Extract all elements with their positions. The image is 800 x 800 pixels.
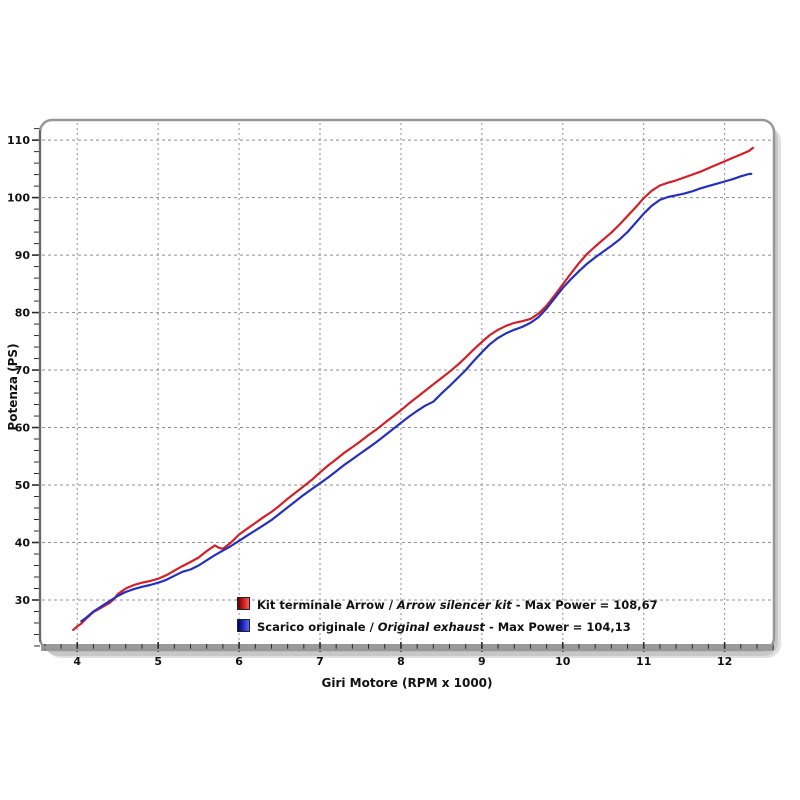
legend-separator: / [369,620,374,634]
x-tick-label: 12 [717,655,732,668]
y-tick-label: 80 [15,307,31,320]
legend-label-it: Kit terminale Arrow [257,598,385,612]
series-line-1 [80,172,753,623]
legend-max-power: - Max Power = 104,13 [488,620,631,634]
x-tick-label: 11 [636,655,651,668]
y-tick-label: 30 [15,594,31,607]
y-tick-label: 50 [15,479,31,492]
x-axis-band [41,644,773,651]
legend-max-power: - Max Power = 108,67 [515,598,658,612]
legend-row-original-exhaust: Scarico originale / Original exhaust - Max … [237,616,658,638]
x-tick-label: 9 [478,655,486,668]
x-tick-label: 7 [316,655,324,668]
series-line-0 [72,146,755,632]
red-series-swatch-icon [237,597,250,610]
legend-separator: / [388,598,393,612]
x-axis-title: Giri Motore (RPM x 1000) [321,676,493,690]
x-tick-label: 6 [235,655,243,668]
legend-label-it: Scarico originale [257,620,366,634]
y-tick-label: 90 [15,249,31,262]
x-tick-label: 8 [397,655,405,668]
x-tick-label: 5 [154,655,162,668]
y-tick-label: 70 [15,364,31,377]
y-tick-label: 60 [15,422,31,435]
legend-label-en: Arrow silencer kit [396,598,512,612]
x-tick-label: 10 [555,655,571,668]
plot-background [40,120,774,650]
y-tick-label: 110 [7,134,30,147]
y-tick-label: 40 [15,537,31,550]
chart-legend: Kit terminale Arrow / Arrow silencer kit - … [237,594,658,638]
x-tick-label: 4 [73,655,81,668]
legend-label-en: Original exhaust [377,620,485,634]
y-axis-title: Potenza (PS) [6,343,20,431]
blue-series-swatch-icon [237,619,250,632]
y-tick-label: 100 [7,192,30,205]
legend-row-arrow-kit: Kit terminale Arrow / Arrow silencer kit - … [237,594,658,616]
